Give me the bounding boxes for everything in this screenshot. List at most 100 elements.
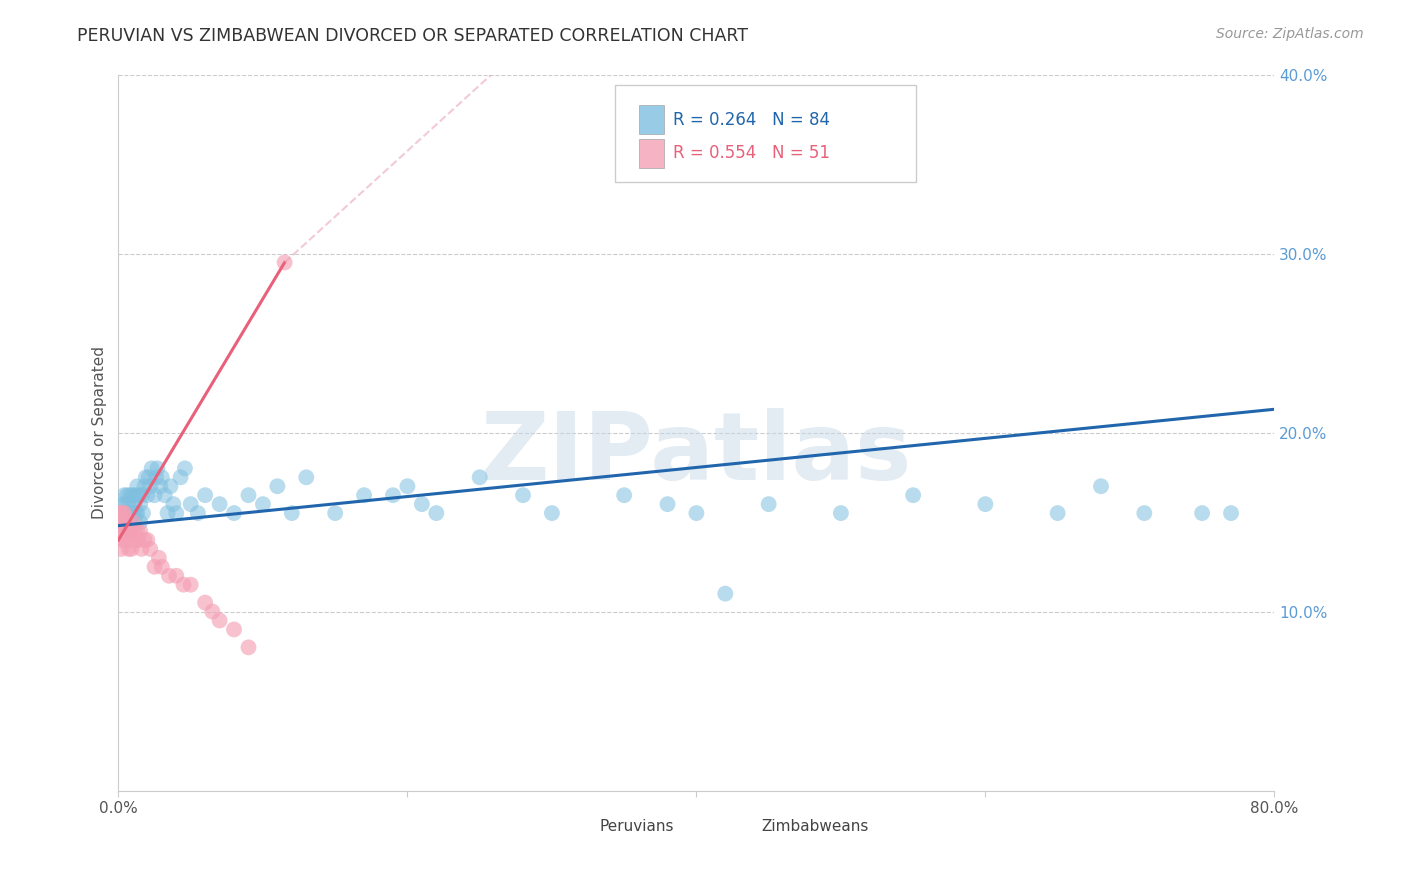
Point xyxy=(122,533,145,547)
Point xyxy=(169,470,191,484)
Point xyxy=(110,506,132,520)
Text: Zimbabweans: Zimbabweans xyxy=(761,819,869,834)
Point xyxy=(115,506,138,520)
Point xyxy=(685,506,707,520)
Text: R = 0.264   N = 84: R = 0.264 N = 84 xyxy=(673,111,831,128)
Point xyxy=(381,488,404,502)
Y-axis label: Divorced or Separated: Divorced or Separated xyxy=(93,346,107,519)
Point xyxy=(111,506,134,520)
Point xyxy=(124,524,146,538)
Point xyxy=(208,497,231,511)
Point xyxy=(112,488,135,502)
Point xyxy=(150,470,173,484)
Point xyxy=(108,524,131,538)
Point xyxy=(143,559,166,574)
Point xyxy=(1191,506,1213,520)
Point xyxy=(118,506,141,520)
Point xyxy=(118,524,141,538)
Point xyxy=(114,524,136,538)
Point xyxy=(180,577,202,591)
Point xyxy=(194,596,217,610)
Point xyxy=(108,506,131,520)
Point xyxy=(134,479,156,493)
Point xyxy=(114,524,136,538)
Point xyxy=(613,488,636,502)
Point xyxy=(222,623,245,637)
Text: ZIPatlas: ZIPatlas xyxy=(481,408,912,500)
Point xyxy=(124,515,146,529)
Point xyxy=(143,488,166,502)
Point xyxy=(165,506,187,520)
Point xyxy=(135,470,157,484)
Point xyxy=(238,488,260,502)
Point xyxy=(111,524,134,538)
Point xyxy=(128,533,150,547)
Point xyxy=(127,524,149,538)
Point xyxy=(134,533,156,547)
Point xyxy=(194,488,217,502)
Point xyxy=(115,524,138,538)
Point xyxy=(127,506,149,520)
Point xyxy=(411,497,433,511)
FancyBboxPatch shape xyxy=(616,86,917,182)
Point xyxy=(112,524,135,538)
Point xyxy=(118,488,141,502)
Point xyxy=(112,506,135,520)
Point xyxy=(139,479,162,493)
Point xyxy=(117,524,139,538)
Point xyxy=(138,470,160,484)
Point xyxy=(129,515,152,529)
Point xyxy=(187,506,209,520)
Point xyxy=(156,506,179,520)
Point xyxy=(117,524,139,538)
Point xyxy=(114,515,136,529)
Point xyxy=(974,497,997,511)
Point xyxy=(153,488,176,502)
Bar xyxy=(731,815,756,837)
Point xyxy=(165,568,187,582)
Point xyxy=(127,479,149,493)
Point xyxy=(110,541,132,556)
Point xyxy=(125,488,148,502)
Text: R = 0.554   N = 51: R = 0.554 N = 51 xyxy=(673,145,831,162)
Point xyxy=(172,577,194,591)
Point xyxy=(122,506,145,520)
Point xyxy=(252,497,274,511)
Point xyxy=(208,614,231,628)
Point xyxy=(129,524,152,538)
Point xyxy=(136,533,159,547)
Point xyxy=(114,497,136,511)
Point xyxy=(758,497,780,511)
Point xyxy=(112,506,135,520)
Point xyxy=(115,488,138,502)
Point xyxy=(117,541,139,556)
Point xyxy=(396,479,419,493)
Point xyxy=(468,470,491,484)
Point xyxy=(1220,506,1243,520)
Point xyxy=(125,506,148,520)
Point xyxy=(266,479,288,493)
Point xyxy=(117,497,139,511)
Point xyxy=(238,640,260,655)
Point xyxy=(281,506,304,520)
Text: Source: ZipAtlas.com: Source: ZipAtlas.com xyxy=(1216,27,1364,41)
Point xyxy=(110,515,132,529)
Point xyxy=(120,506,142,520)
Point xyxy=(541,506,564,520)
Point xyxy=(1133,506,1156,520)
Bar xyxy=(638,105,664,134)
Point xyxy=(111,524,134,538)
Point xyxy=(108,506,131,520)
Point xyxy=(830,506,852,520)
Point xyxy=(124,497,146,511)
Point xyxy=(201,605,224,619)
Point xyxy=(115,533,138,547)
Point xyxy=(323,506,346,520)
Point xyxy=(114,533,136,547)
Point xyxy=(118,515,141,529)
Point xyxy=(1046,506,1069,520)
Point xyxy=(162,497,184,511)
Bar xyxy=(638,139,664,168)
Point xyxy=(353,488,375,502)
Point xyxy=(114,506,136,520)
